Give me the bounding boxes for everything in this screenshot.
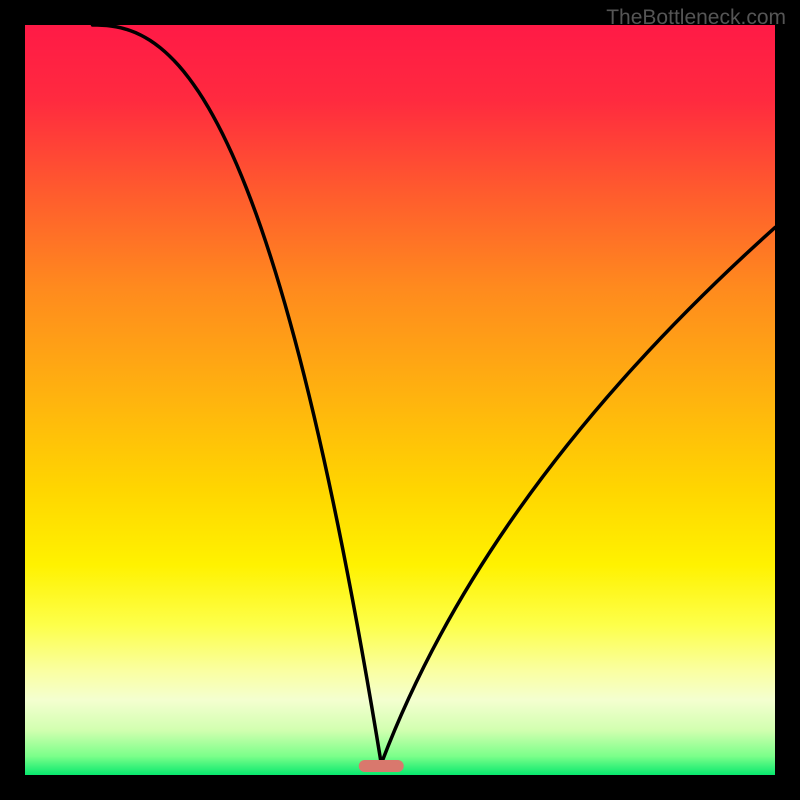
chart-container: TheBottleneck.com bbox=[0, 0, 800, 800]
bottleneck-chart bbox=[0, 0, 800, 800]
